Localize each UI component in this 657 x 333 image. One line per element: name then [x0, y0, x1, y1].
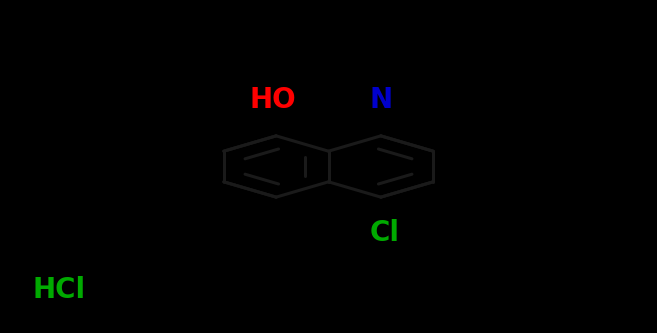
Text: N: N [369, 86, 392, 114]
Text: Cl: Cl [369, 219, 399, 247]
Text: HCl: HCl [33, 276, 85, 304]
Text: HO: HO [250, 86, 296, 114]
